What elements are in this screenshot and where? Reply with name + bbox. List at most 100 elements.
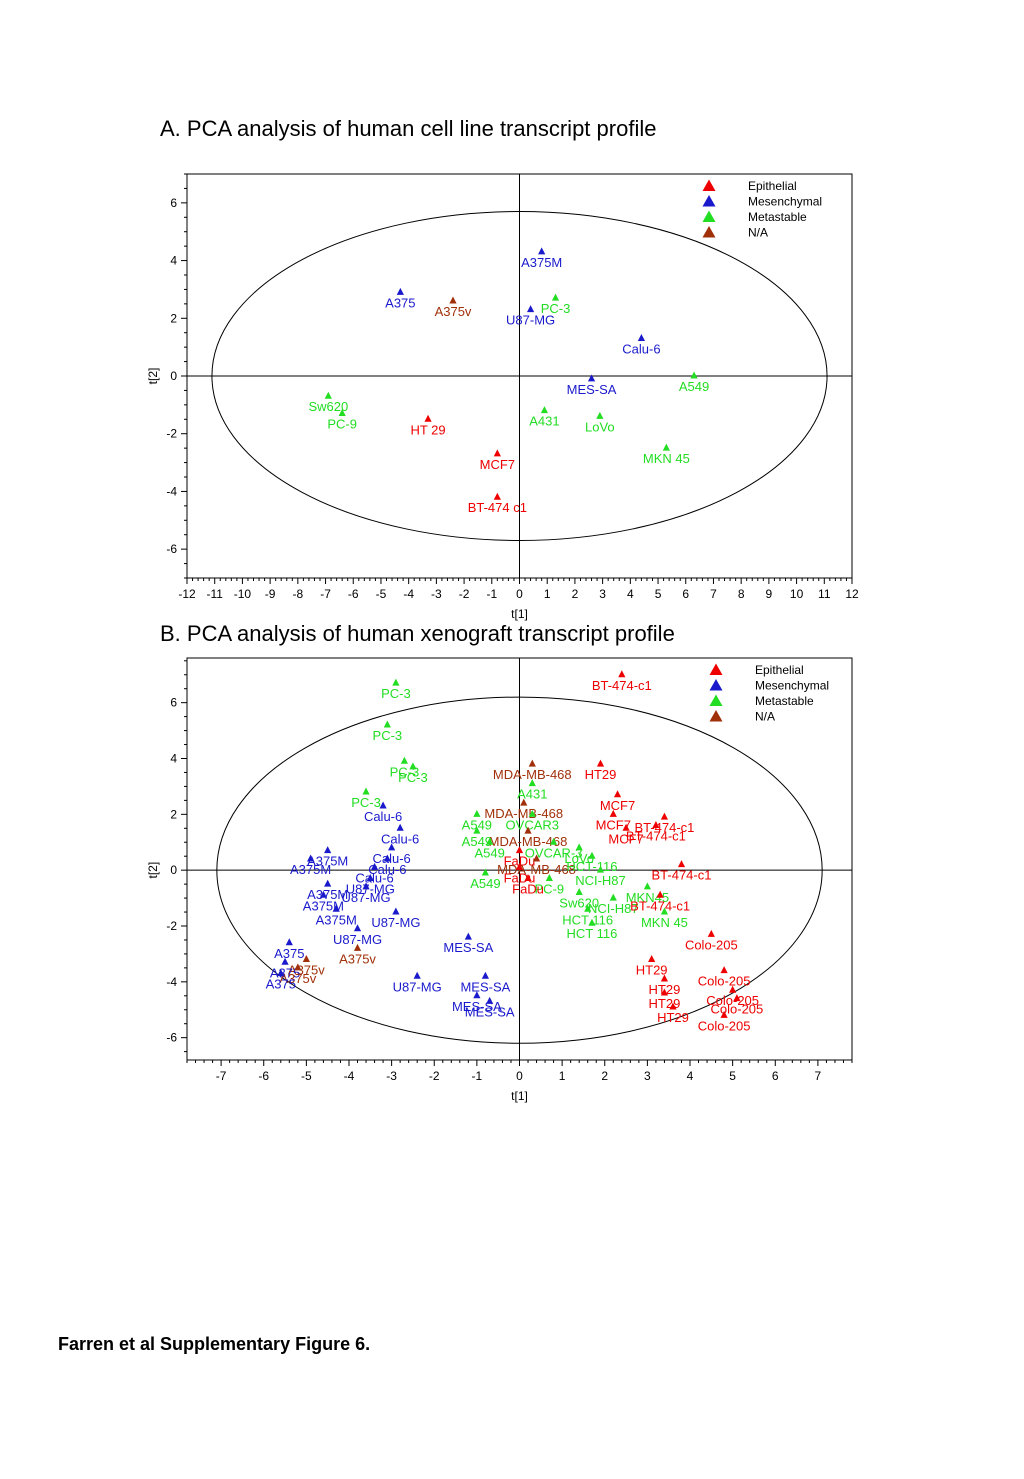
point-marker xyxy=(515,846,524,854)
x-tick-label: -3 xyxy=(431,587,442,601)
data-point-fadu: FaDu xyxy=(504,846,535,869)
data-point-pc-3: PC-3 xyxy=(373,720,403,743)
data-point-ht29: HT29 xyxy=(636,955,668,978)
data-point-pc-3: PC-3 xyxy=(351,787,381,810)
panel-b-title: B. PCA analysis of human xenograft trans… xyxy=(160,621,675,646)
point-label: A431 xyxy=(529,414,559,429)
point-label: PC-3 xyxy=(381,686,411,701)
point-label: MKN45 xyxy=(626,890,669,905)
point-label: HT 29 xyxy=(410,422,445,437)
data-point-a549: A549 xyxy=(462,826,492,849)
point-marker xyxy=(396,287,404,295)
x-tick-label: 7 xyxy=(815,1069,822,1083)
point-marker xyxy=(545,874,553,882)
data-point-a431: A431 xyxy=(529,406,560,429)
legend-label: N/A xyxy=(748,226,768,240)
legend-marker xyxy=(709,694,723,706)
data-point-mes-sa: MES-SA xyxy=(567,374,617,397)
data-point-mcf7: MCF7 xyxy=(600,790,635,813)
data-point-mkn45: MKN45 xyxy=(626,882,669,905)
point-marker xyxy=(302,955,310,962)
data-point-mcf7: MCF7 xyxy=(480,449,515,472)
data-point-colo-205: Colo-205 xyxy=(698,1010,750,1033)
data-point-u87-mg: U87-MG xyxy=(341,882,391,905)
point-marker xyxy=(324,846,332,854)
x-tick-label: 2 xyxy=(572,587,579,601)
y-tick-label: 2 xyxy=(170,311,177,325)
point-label: NCI-H87 xyxy=(588,901,639,916)
point-label: A549 xyxy=(679,379,709,394)
data-point-pc-9: PC-9 xyxy=(327,409,357,432)
data-point-hct-116: HCT 116 xyxy=(562,904,613,927)
data-point-a375: A375 xyxy=(270,957,300,980)
data-point-ht-29: HT 29 xyxy=(410,414,446,437)
data-point-ht29: HT29 xyxy=(585,759,616,782)
point-marker xyxy=(473,809,481,817)
x-tick-label: 4 xyxy=(627,587,634,601)
point-marker xyxy=(588,918,596,926)
point-label: U87-MG xyxy=(371,915,420,930)
point-label: BT-474-c1 xyxy=(630,898,690,913)
point-label: MCF7 xyxy=(596,817,631,832)
point-label: BT-474-c1 xyxy=(626,829,686,844)
point-marker xyxy=(587,374,596,382)
point-marker xyxy=(400,756,409,764)
x-tick-label: 8 xyxy=(738,587,745,601)
point-marker xyxy=(528,759,536,767)
point-label: PC-3 xyxy=(373,728,403,743)
point-label: NCI-H87 xyxy=(575,873,626,888)
data-point-colo-205: Colo-205 xyxy=(698,966,750,989)
x-tick-label: 4 xyxy=(687,1069,694,1083)
y-tick-label: -4 xyxy=(166,484,177,498)
point-marker xyxy=(648,955,656,962)
data-point-a375m: A375M xyxy=(307,846,348,869)
point-label: A375 xyxy=(274,946,304,961)
data-point-a375v: A375v xyxy=(435,296,472,319)
point-marker xyxy=(324,391,332,399)
point-marker xyxy=(520,798,528,806)
data-point-mes-sa: MES-SA xyxy=(460,971,511,994)
point-marker xyxy=(379,801,387,809)
point-label: U87-MG xyxy=(393,979,442,994)
x-tick-label: 0 xyxy=(516,1069,523,1083)
x-tick-label: 0 xyxy=(516,587,523,601)
data-point-calu-6: Calu-6 xyxy=(368,854,407,877)
legend-marker xyxy=(702,195,716,207)
point-marker xyxy=(319,890,328,898)
point-label: U87-MG xyxy=(506,313,555,328)
point-marker xyxy=(575,843,583,851)
data-point-bt-474-c1: BT-474-c1 xyxy=(592,670,652,693)
data-point-fadu: FaDu xyxy=(504,862,535,885)
point-label: A375M xyxy=(290,862,331,877)
data-point-a549: A549 xyxy=(462,809,492,832)
x-tick-label: 10 xyxy=(790,587,804,601)
point-label: Calu-6 xyxy=(622,341,660,356)
data-point-mcf7: MCF7 xyxy=(596,809,631,832)
point-label: Colo-205 xyxy=(685,937,738,952)
point-label: A375 xyxy=(266,976,296,991)
point-label: BT-474-c1 xyxy=(592,678,652,693)
point-marker xyxy=(424,414,432,422)
data-point-bt-474-c1: BT-474 c1 xyxy=(468,492,527,515)
data-point-colo-205: Colo-205 xyxy=(685,929,738,952)
point-label: A375v xyxy=(435,304,472,319)
point-label: HCT-116 xyxy=(566,859,617,874)
legend-marker xyxy=(709,710,723,722)
y-axis-label: t[2] xyxy=(146,862,160,879)
data-point-a375m: A375M xyxy=(521,247,562,270)
point-marker xyxy=(464,932,472,940)
data-point-u87-mg: U87-MG xyxy=(393,971,442,994)
data-point-a549: A549 xyxy=(679,371,709,394)
point-label: LoVo xyxy=(585,419,615,434)
point-label: HCT 116 xyxy=(562,912,613,927)
legend-label: Mesenchymal xyxy=(755,679,829,693)
point-marker xyxy=(338,409,346,417)
data-point-ovcar3: OVCAR3 xyxy=(506,809,559,832)
point-marker xyxy=(528,809,536,817)
data-point-calu-6: Calu-6 xyxy=(364,801,402,824)
point-marker xyxy=(656,890,664,898)
point-marker xyxy=(660,988,669,996)
data-point-a375m: A375M xyxy=(316,904,357,927)
data-point-a375: A375 xyxy=(274,938,304,961)
data-point-pc-3: PC-3 xyxy=(541,293,570,316)
